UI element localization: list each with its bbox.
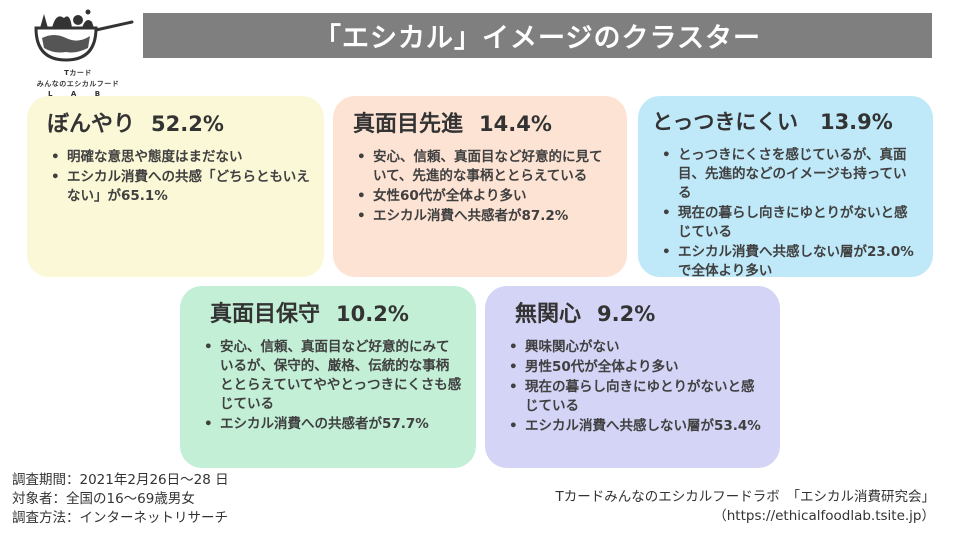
credit-url: （https://ethicalfoodlab.tsite.jp） (713, 508, 935, 524)
cluster-points: 興味関心がない 男性50代が全体より多い 現在の暮らし向きにゆとりがないと感じて… (505, 338, 766, 436)
cluster-point: 現在の暮らし向きにゆとりがないと感じている (658, 204, 919, 242)
title-bar: 「エシカル」イメージのクラスター (143, 13, 932, 58)
cluster-points: 安心、信頼、真面目など好意的にみているが、保守的、厳格、伝統的な事柄ととらえてい… (200, 338, 462, 434)
logo-text-line1: Tカード (64, 69, 92, 77)
cluster-percent: 9.2% (597, 302, 656, 326)
cluster-point: 安心、信頼、真面目など好意的にみているが、保守的、厳格、伝統的な事柄ととらえてい… (200, 338, 462, 414)
cluster-card-vague: ぼんやり 52.2% 明確な意思や態度はまだない エシカル消費への共感「どちらと… (27, 96, 324, 277)
cluster-percent: 14.4% (479, 112, 552, 136)
cluster-point: エシカル消費への共感「どちらともいえない」が65.1% (47, 168, 310, 206)
cluster-name: 無関心 (515, 302, 582, 327)
survey-info: 調査期間：2021年2月26日～28 日 対象者：全国の16～69歳男女 調査方… (12, 471, 229, 528)
cluster-point: 現在の暮らし向きにゆとりがないと感じている (505, 378, 766, 416)
cluster-percent: 13.9% (819, 110, 893, 134)
cluster-points: 安心、信頼、真面目など好意的に見ていて、先進的な事柄ととらえている 女性60代が… (353, 148, 613, 226)
pot-logo-icon (34, 9, 134, 62)
lab-logo: Tカード みんなのエシカルフード L A B (18, 8, 136, 100)
cluster-card-serious-progressive: 真面目先進 14.4% 安心、信頼、真面目など好意的に見ていて、先進的な事柄とと… (333, 96, 627, 277)
cluster-point: 女性60代が全体より多い (353, 187, 613, 206)
survey-method: 調査方法：インターネットリサーチ (12, 510, 228, 526)
cluster-name: 真面目保守 (210, 302, 321, 327)
cluster-point: エシカル消費へ共感しない層が53.4% (505, 417, 766, 436)
logo-text-line3: L A B (47, 90, 109, 98)
source-credit: Tカードみんなのエシカルフードラボ 「エシカル消費研究会」 （https://e… (556, 488, 936, 526)
cluster-name: とっつきにくい (652, 110, 798, 134)
cluster-point: 安心、信頼、真面目など好意的に見ていて、先進的な事柄ととらえている (353, 148, 613, 186)
cluster-point: エシカル消費へ共感者が87.2% (353, 207, 613, 226)
cluster-name: ぼんやり (47, 112, 136, 137)
cluster-card-unapproachable: とっつきにくい 13.9% とっつきにくさを感じているが、真面目、先進的などのイ… (638, 96, 933, 279)
logo-text-line2: みんなのエシカルフード (36, 80, 120, 88)
credit-org: Tカードみんなのエシカルフードラボ 「エシカル消費研究会」 (555, 489, 936, 505)
survey-period: 調査期間：2021年2月26日～28 日 (12, 472, 229, 488)
cluster-name: 真面目先進 (353, 112, 464, 137)
cluster-point: エシカル消費への共感者が57.7% (200, 415, 462, 434)
cluster-points: とっつきにくさを感じているが、真面目、先進的などのイメージも持っている 現在の暮… (658, 146, 919, 281)
cluster-card-indifferent: 無関心 9.2% 興味関心がない 男性50代が全体より多い 現在の暮らし向きにゆ… (485, 286, 780, 468)
cluster-point: 興味関心がない (505, 338, 766, 357)
cluster-point: とっつきにくさを感じているが、真面目、先進的などのイメージも持っている (658, 146, 919, 203)
page-title: 「エシカル」イメージのクラスター (314, 23, 761, 54)
cluster-points: 明確な意思や態度はまだない エシカル消費への共感「どちらともいえない」が65.1… (47, 148, 310, 206)
cluster-percent: 10.2% (336, 302, 409, 326)
cluster-point: 男性50代が全体より多い (505, 358, 766, 377)
survey-target: 対象者：全国の16～69歳男女 (12, 491, 195, 507)
cluster-point: エシカル消費へ共感しない層が23.0%で全体より多い (658, 243, 919, 281)
cluster-card-serious-conservative: 真面目保守 10.2% 安心、信頼、真面目など好意的にみているが、保守的、厳格、… (180, 286, 476, 468)
cluster-point: 明確な意思や態度はまだない (47, 148, 310, 167)
cluster-percent: 52.2% (151, 112, 224, 136)
